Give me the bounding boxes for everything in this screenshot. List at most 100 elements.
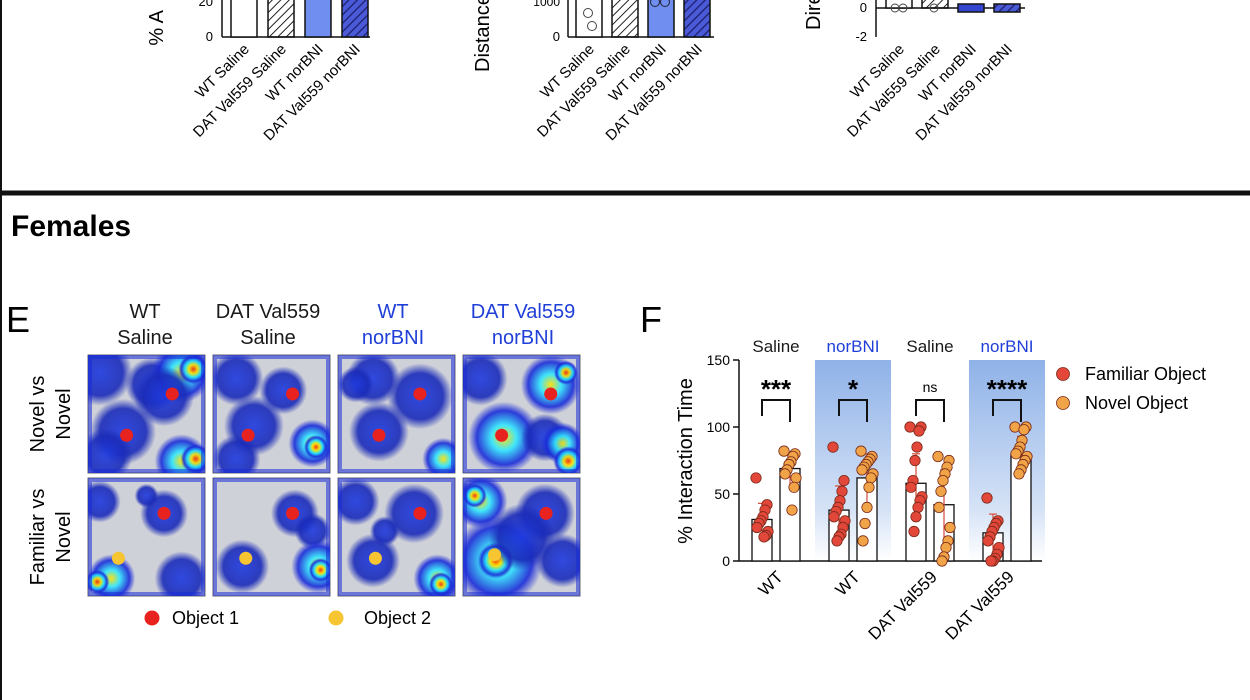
- panel2-bar-dat-norbni: [683, 0, 711, 38]
- familiar-point: [911, 441, 923, 453]
- heatmap-blob: [369, 516, 400, 547]
- familiar-point: [913, 425, 925, 437]
- row-label-2-line1: Familiar vs: [27, 489, 49, 586]
- panel3-point: [898, 3, 908, 13]
- heatmap-blobs: [338, 355, 455, 473]
- familiar-point: [831, 535, 843, 547]
- familiar-point: [828, 511, 840, 523]
- object-1-marker: [413, 506, 427, 520]
- interaction-time-chart: 0 50 100 150 Saline norBNI Saline norBNI *** WT * W…: [707, 337, 1206, 644]
- col-header-2-line2: Saline: [240, 327, 296, 349]
- novel-point: [937, 474, 949, 487]
- novel-point: [944, 521, 956, 534]
- heatmap-blob: [88, 355, 133, 406]
- section-title: Females: [11, 210, 131, 243]
- heatmap-blob: [553, 360, 578, 385]
- novel-point: [857, 535, 869, 547]
- heatmap-blob: [213, 434, 261, 473]
- top-panel-3: Dire 0 -2 WT Saline DAT Val559 Saline WT…: [803, 0, 1025, 144]
- heatmap-edge: [88, 355, 205, 473]
- panel-e-legend: Object 1 Object 2: [144, 608, 431, 628]
- familiar-point: [838, 474, 850, 487]
- novel-point: [1010, 448, 1022, 460]
- significance-label: *: [848, 374, 859, 404]
- significance-bracket: [915, 399, 945, 422]
- object-2-marker: [111, 551, 125, 565]
- object-2-marker: [368, 551, 382, 565]
- panel2-tick-1000: 1000: [533, 0, 560, 9]
- object-1-marker: [539, 506, 553, 520]
- familiar-point: [758, 531, 770, 543]
- familiar-point: [905, 481, 917, 493]
- top-panel-2: Distance 1000 0 WT Saline DAT Val559 Sal…: [472, 0, 714, 144]
- object-2-marker: [239, 551, 253, 565]
- object-1-legend-label: Object 1: [172, 608, 239, 628]
- panel3-ylabel: Dire: [803, 0, 825, 30]
- heatmap-blobs: [213, 355, 330, 473]
- heatmap-edge: [338, 478, 455, 596]
- novel-point: [935, 485, 947, 497]
- object-1-marker: [544, 387, 558, 401]
- familiar-point: [908, 525, 920, 538]
- treatment-label: norBNI: [981, 337, 1034, 356]
- heatmap-blob: [180, 443, 205, 473]
- heatmap-blobs: [88, 355, 205, 473]
- familiar-point: [750, 472, 762, 484]
- heatmap-blob: [488, 504, 555, 570]
- col-header-4-line2: norBNI: [492, 327, 554, 349]
- significance-label: ****: [987, 374, 1028, 404]
- familiar-point: [982, 535, 994, 547]
- heatmap-blob: [134, 483, 159, 508]
- object-1-marker: [286, 387, 300, 401]
- heatmap-cell: [337, 354, 456, 474]
- heatmap-grid: [87, 354, 581, 597]
- heatmap-blobs: [88, 478, 205, 596]
- panel3-tick-0: 0: [860, 0, 867, 15]
- heatmap-cell: [462, 354, 581, 474]
- familiar-point: [981, 492, 993, 504]
- panel2-point: [660, 0, 670, 7]
- significance-label: ***: [761, 374, 792, 404]
- novel-point: [933, 501, 945, 513]
- heatmap-cell: [212, 477, 331, 597]
- object-1-legend-marker: [144, 610, 160, 626]
- panel3-tick-neg2: -2: [855, 29, 867, 44]
- col-header-1-line1: WT: [129, 301, 160, 323]
- novel-point: [940, 541, 952, 554]
- familiar-point: [836, 485, 848, 497]
- heatmap-cell: [212, 354, 331, 474]
- significance-bracket: [992, 399, 1022, 422]
- significance-bracket: [761, 399, 791, 422]
- legend-label: Familiar Object: [1085, 364, 1206, 384]
- novel-point: [779, 468, 791, 480]
- object-1-marker: [286, 506, 300, 520]
- legend-marker: [1056, 396, 1070, 410]
- heatmap-blob: [154, 551, 205, 596]
- object-1-marker: [495, 428, 509, 442]
- object-1-marker: [165, 387, 179, 401]
- heatmap-blob: [88, 569, 110, 594]
- y-tick-label: 100: [707, 419, 731, 435]
- heatmap-edge: [463, 355, 580, 473]
- panel-f-letter: F: [640, 299, 662, 340]
- novel-point: [859, 517, 871, 530]
- heatmap-edge: [213, 355, 330, 473]
- category-label: DAT Val559: [865, 567, 941, 643]
- significance-label: ns: [923, 379, 938, 395]
- y-axis-label: % Interaction Time: [675, 378, 697, 544]
- familiar-point: [912, 501, 924, 513]
- y-tick-label: 150: [707, 352, 731, 368]
- panel3-point: [929, 3, 939, 13]
- familiar-point: [909, 454, 921, 467]
- treatment-shading: [815, 360, 891, 561]
- heatmap-blob: [308, 558, 330, 583]
- y-tick-label: 50: [714, 486, 730, 502]
- row-label-1-line1: Novel vs: [27, 376, 49, 453]
- familiar-point: [985, 555, 997, 567]
- heatmap-blob: [303, 435, 328, 460]
- novel-point: [1013, 468, 1025, 480]
- panel3-bar-dat-norbni: [993, 3, 1021, 13]
- panel-e: E WT Saline DAT Val559 Saline WT norBNI …: [6, 299, 581, 628]
- familiar-point: [910, 511, 922, 523]
